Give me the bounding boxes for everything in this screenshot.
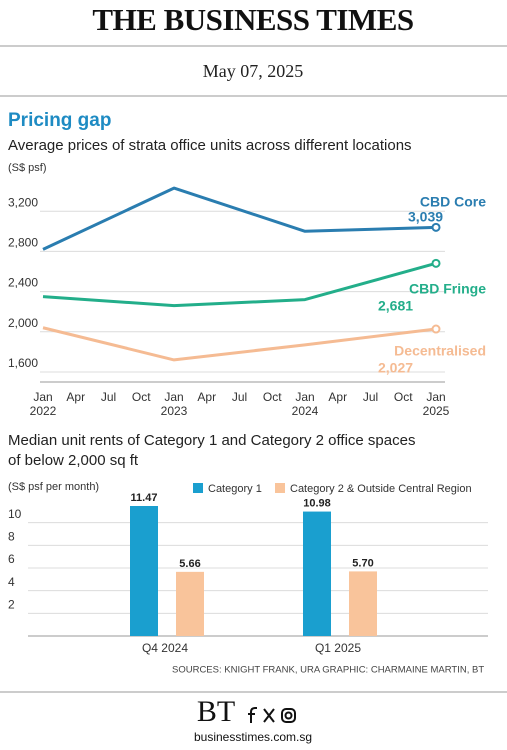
x-tick-label: Jul <box>101 390 116 404</box>
y-tick-label: 2,000 <box>8 316 38 330</box>
x-tick-label: Oct <box>394 390 413 404</box>
legend-label: CBD Fringe <box>409 281 486 297</box>
y-axis-label: (S$ psf per month) <box>8 481 99 493</box>
source: SOURCES: KNIGHT FRANK, URA GRAPHIC: CHAR… <box>172 665 484 676</box>
y-tick-label: 8 <box>8 530 15 544</box>
legend-label: Decentralised <box>394 343 486 359</box>
legend-swatch <box>193 483 203 493</box>
y-tick-label: 6 <box>8 552 15 566</box>
x-tick-label: Apr <box>328 390 347 404</box>
x-tick-label: Q4 2024 <box>142 641 188 655</box>
y-tick-label: 2 <box>8 598 15 612</box>
x-tick-label: Jan 2023 <box>161 390 188 418</box>
chart-subtitle: Average prices of strata office units ac… <box>8 137 412 154</box>
x-tick-label: Oct <box>263 390 282 404</box>
value-label: 2,681 <box>378 298 413 314</box>
chart-title: Median unit rents of Category 1 and Cate… <box>8 432 415 469</box>
x-tick-label: Jan 2024 <box>292 390 319 418</box>
x-tick-label: Jul <box>232 390 247 404</box>
value-label: 2,027 <box>378 360 413 376</box>
y-tick-label: 1,600 <box>8 356 38 370</box>
bar <box>349 571 377 636</box>
end-marker <box>431 222 441 232</box>
value-label: 10.98 <box>303 497 331 509</box>
x-tick-label: Jan 2025 <box>423 390 450 418</box>
x-tick-label: Q1 2025 <box>315 641 361 655</box>
masthead: THE BUSINESS TIMES <box>92 2 413 37</box>
y-axis-label: (S$ psf) <box>8 162 47 174</box>
x-tick-label: Jan 2022 <box>30 390 57 418</box>
bar <box>176 571 204 636</box>
legend-swatch <box>275 483 285 493</box>
legend-label: Category 2 & Outside Central Region <box>290 483 472 495</box>
series-line <box>42 261 437 308</box>
y-tick-label: 10 <box>8 507 22 521</box>
bar <box>130 506 158 636</box>
y-tick-label: 3,200 <box>8 195 38 209</box>
value-label: 11.47 <box>131 492 158 504</box>
x-tick-label: Oct <box>132 390 151 404</box>
x-tick-label: Jul <box>363 390 378 404</box>
x-tick-label: Apr <box>66 390 85 404</box>
logo: BT <box>197 695 235 728</box>
x-tick-label: Apr <box>197 390 216 404</box>
series-line <box>42 326 437 362</box>
bar <box>303 511 331 636</box>
value-label: 5.66 <box>179 558 200 570</box>
footer-url: businesstimes.com.sg <box>194 730 312 744</box>
chart-title: Pricing gap <box>8 110 111 131</box>
social-icons <box>248 707 296 723</box>
value-label: 3,039 <box>408 209 443 225</box>
y-tick-label: 4 <box>8 575 15 589</box>
end-marker <box>431 258 441 268</box>
series-line <box>42 186 437 251</box>
date: May 07, 2025 <box>203 61 304 81</box>
legend-label: CBD Core <box>420 194 486 210</box>
end-marker <box>431 324 441 334</box>
legend-label: Category 1 <box>208 483 262 495</box>
y-tick-label: 2,400 <box>8 276 38 290</box>
y-tick-label: 2,800 <box>8 236 38 250</box>
value-label: 5.70 <box>352 557 373 569</box>
